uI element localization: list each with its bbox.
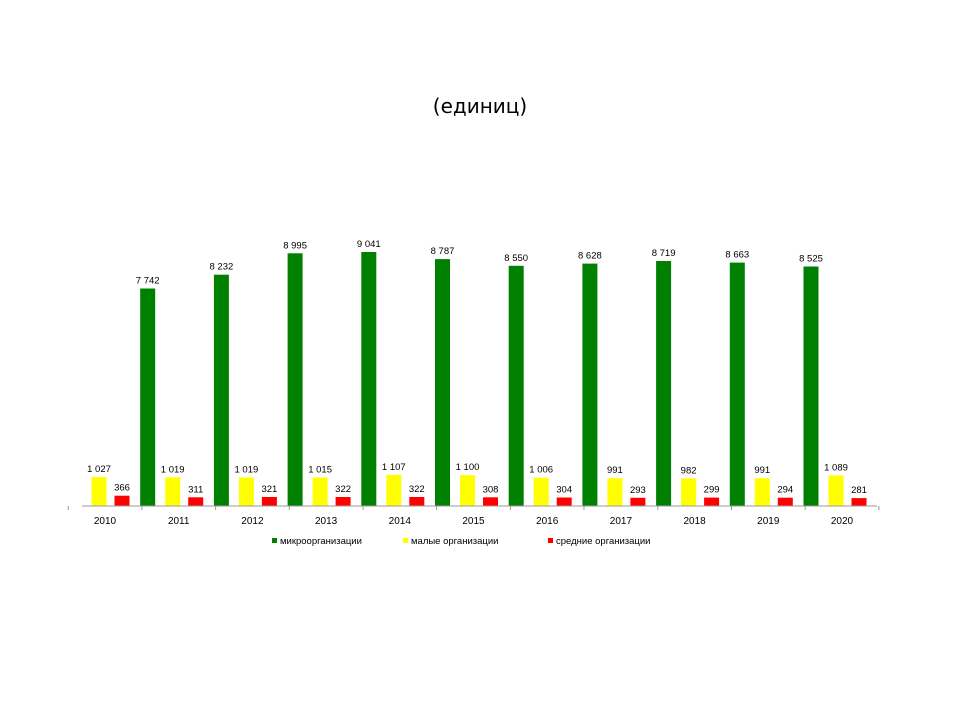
data-label-2015-series-0: 8 787: [431, 246, 455, 257]
data-label-2016-series-2: 304: [556, 485, 572, 496]
data-label-2020-series-2: 281: [851, 485, 867, 496]
bar-2020-series-1: [828, 475, 844, 506]
x-tick-label-2011: 2011: [168, 516, 190, 527]
x-tick-label-2020: 2020: [831, 516, 854, 527]
data-label-2010-series-2: 366: [114, 483, 130, 494]
data-label-2018-series-2: 299: [704, 485, 720, 496]
bar-2012-series-0: [213, 274, 229, 506]
legend-label-2: средние организации: [556, 536, 650, 547]
bar-2010-series-0: [67, 292, 82, 506]
bar-2011-series-1: [165, 477, 181, 506]
bar-2015-series-1: [460, 475, 475, 506]
bar-2015-series-2: [483, 497, 498, 506]
data-label-2017-series-2: 293: [630, 485, 646, 496]
bar-2018-series-2: [704, 497, 720, 506]
x-tick-label-2018: 2018: [683, 516, 706, 527]
bar-2011-series-2: [188, 497, 204, 506]
data-label-2020-series-0: 8 525: [799, 254, 823, 265]
bar-2013-series-1: [312, 477, 328, 506]
data-label-2013-series-1: 1 015: [308, 465, 332, 476]
data-label-2019-series-1: 991: [754, 465, 770, 476]
data-label-2019-series-0: 8 663: [725, 250, 749, 261]
data-label-2010-series-1: 1 027: [87, 464, 111, 475]
data-label-2018-series-0: 8 719: [652, 248, 676, 259]
data-label-2011-series-1: 1 019: [161, 464, 185, 475]
bar-2012-series-2: [261, 497, 277, 506]
bar-2017-series-1: [607, 478, 623, 506]
data-label-2016-series-1: 1 006: [529, 465, 553, 476]
data-label-2012-series-0: 8 232: [210, 262, 234, 273]
data-label-2014-series-0: 9 041: [357, 239, 381, 250]
bar-2018-series-0: [656, 261, 672, 506]
data-label-2016-series-0: 8 550: [504, 253, 528, 264]
x-tick-label-2010: 2010: [94, 516, 117, 527]
bar-2011-series-0: [140, 288, 156, 506]
x-tick-label-2015: 2015: [462, 516, 485, 527]
bar-2017-series-2: [630, 497, 646, 506]
data-label-2017-series-0: 8 628: [578, 251, 602, 262]
data-label-2011-series-0: 7 742: [136, 276, 160, 287]
bar-2013-series-0: [287, 253, 303, 506]
bar-2016-series-2: [556, 497, 572, 506]
bar-2014-series-0: [361, 252, 377, 506]
bar-2010-series-2: [114, 495, 130, 506]
bar-2020-series-2: [851, 498, 867, 506]
bar-2019-series-2: [777, 497, 793, 506]
page-title: (единиц): [432, 94, 528, 118]
data-label-2012-series-1: 1 019: [235, 464, 259, 475]
x-tick-label-2012: 2012: [241, 516, 264, 527]
data-label-2012-series-2: 321: [261, 484, 277, 495]
data-label-2018-series-1: 982: [681, 465, 697, 476]
data-label-2011-series-2: 311: [188, 484, 203, 495]
data-label-2010-series-0: 12: [69, 279, 80, 290]
bar-2019-series-0: [729, 262, 745, 506]
legend-label-1: малые организации: [411, 536, 498, 547]
x-tick-label-2017: 2017: [610, 516, 633, 527]
legend-swatch-0: [272, 538, 277, 543]
data-label-2020-series-1: 1 089: [824, 462, 848, 473]
data-label-2015-series-2: 308: [483, 484, 499, 495]
data-label-2013-series-0: 8 995: [283, 240, 307, 251]
legend-label-0: микроорганизации: [280, 536, 362, 547]
data-label-2014-series-2: 322: [409, 484, 425, 495]
bar-2020-series-0: [803, 266, 819, 506]
bar-2019-series-1: [754, 478, 770, 506]
bar-2012-series-1: [238, 477, 254, 506]
x-tick-label-2013: 2013: [315, 516, 338, 527]
legend-swatch-2: [548, 538, 553, 543]
data-label-2017-series-1: 991: [607, 465, 623, 476]
bar-2016-series-1: [533, 477, 549, 506]
bar-2016-series-0: [508, 265, 524, 506]
data-label-2014-series-1: 1 107: [382, 462, 406, 473]
bar-2018-series-1: [681, 478, 697, 506]
data-label-2015-series-1: 1 100: [456, 462, 480, 473]
data-label-2013-series-2: 322: [335, 484, 351, 495]
bar-2013-series-2: [335, 497, 351, 506]
bar-2014-series-1: [386, 474, 402, 506]
data-label-2019-series-2: 294: [777, 485, 793, 496]
bar-2014-series-2: [409, 497, 425, 506]
bar-2017-series-0: [582, 263, 598, 506]
x-tick-label-2016: 2016: [536, 516, 559, 527]
x-tick-label-2019: 2019: [757, 516, 780, 527]
bar-2010-series-1: [91, 477, 107, 506]
bar-2015-series-0: [435, 259, 450, 506]
legend-swatch-1: [403, 538, 408, 543]
x-tick-label-2014: 2014: [389, 516, 412, 527]
